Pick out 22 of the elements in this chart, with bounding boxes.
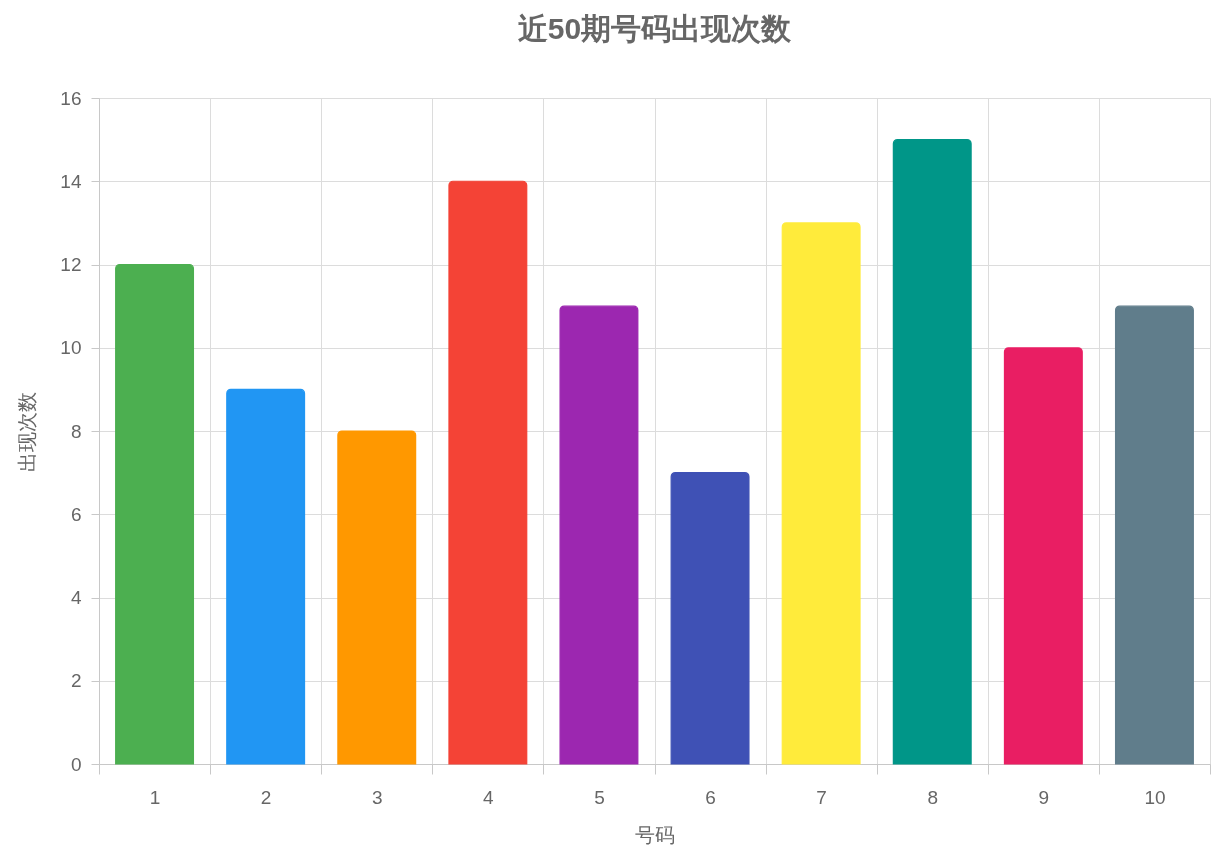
- y-tick-label: 0: [70, 753, 82, 775]
- x-tick-label: 4: [483, 786, 495, 808]
- x-tick-label: 8: [927, 786, 939, 808]
- y-tick-label: 16: [60, 87, 82, 109]
- x-tick-label: 6: [705, 786, 716, 808]
- x-tick-label: 7: [816, 786, 827, 808]
- y-tick-label: 2: [70, 670, 82, 692]
- chart-title: 近50期号码出现次数: [517, 12, 793, 45]
- y-tick-label: 14: [60, 170, 82, 192]
- x-tick-label: 9: [1038, 786, 1050, 808]
- y-tick-label: 6: [70, 503, 82, 525]
- y-tick-label: 10: [60, 337, 82, 359]
- y-axis-title: 出现次数: [16, 391, 39, 472]
- x-tick-label: 2: [260, 786, 272, 808]
- y-tick-label: 4: [70, 587, 82, 608]
- x-axis-title: 号码: [635, 823, 675, 846]
- y-tick-label: 12: [60, 254, 82, 275]
- x-tick-label: 3: [371, 786, 383, 808]
- x-tick-label: 1: [149, 786, 161, 808]
- x-tick-label: 5: [594, 786, 605, 808]
- x-tick-label: 10: [1144, 786, 1166, 808]
- y-tick-label: 8: [70, 420, 82, 442]
